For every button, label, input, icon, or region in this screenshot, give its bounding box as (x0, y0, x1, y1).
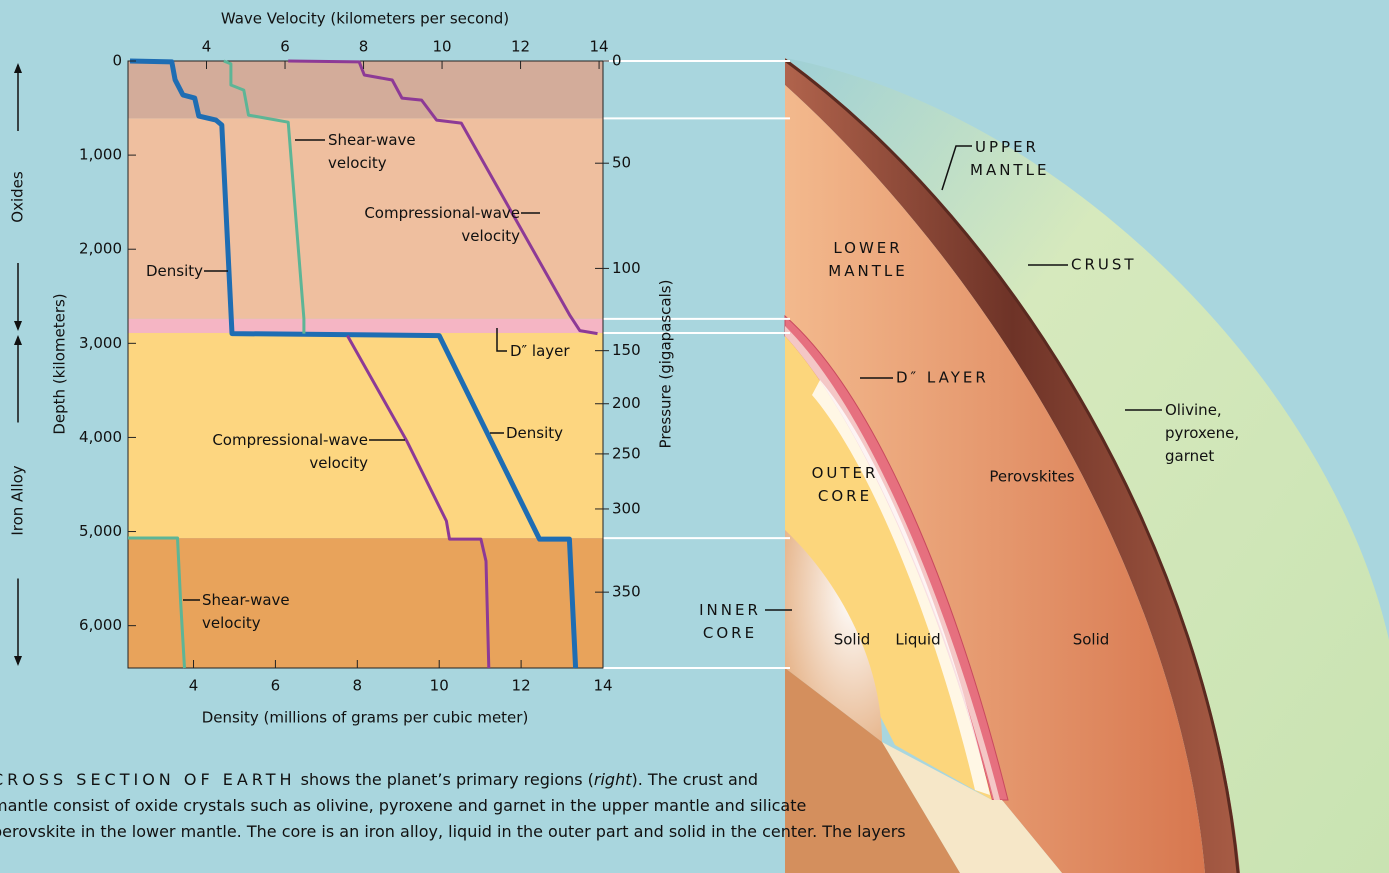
arrowhead (14, 334, 22, 345)
caption-heading: CROSS SECTION OF EARTH (0, 770, 296, 789)
diagram-label: Liquid (895, 631, 940, 649)
surface (785, 58, 1389, 873)
profile-line (129, 58, 579, 669)
outer-core-edge (812, 380, 990, 795)
x-tick-label: 6 (271, 677, 281, 695)
annotation-line: Compressional-wave (212, 431, 368, 449)
profile-line (288, 59, 598, 669)
earth-cross-section (784, 58, 1389, 873)
annotation: Shear-wave velocity (202, 591, 290, 632)
x-tick-label: 4 (189, 677, 199, 695)
caption-text: shows the planet’s primary regions ( (295, 770, 594, 789)
annotation: Density (146, 262, 203, 280)
caption-line: CROSS SECTION OF EARTH shows the planet’… (0, 767, 1232, 793)
x2-tick-label: 6 (280, 38, 290, 56)
x-tick-label: 10 (430, 677, 449, 695)
x-tick-label: 12 (512, 677, 531, 695)
caption-line: mantle consist of oxide crystals such as… (0, 796, 807, 815)
caption-text: ). The crust and (631, 770, 759, 789)
outer-core (785, 336, 992, 800)
profile-line (128, 59, 306, 669)
caption-line: perovskite in the lower mantle. The core… (0, 822, 906, 841)
annotation: Compressional-wave velocity (364, 204, 520, 245)
diagram-label: D″ LAYER (896, 369, 989, 387)
y-tick-label: 1,000 (79, 146, 122, 164)
annotation-line: D″ layer (510, 342, 570, 360)
lower-mantle (785, 85, 1205, 873)
y2-tick-label: 100 (612, 259, 641, 277)
y2-tick-label: 350 (612, 583, 641, 601)
y2-axis-title: Pressure (gigapascals) (657, 280, 675, 449)
y-tick-label: 0 (112, 52, 122, 70)
x2-axis-title: Wave Velocity (kilometers per second) (221, 10, 509, 28)
diagram-label: Olivine, pyroxene, garnet (1165, 401, 1239, 465)
caption: CROSS SECTION OF EARTH shows the planet’… (0, 767, 1232, 845)
y-tick-label: 4,000 (79, 428, 122, 446)
region-label: Iron Alloy (9, 465, 27, 535)
annotation: Shear-wave velocity (328, 131, 416, 172)
arrowhead (14, 320, 22, 331)
y-tick-label: 6,000 (79, 616, 122, 634)
annotation-line: velocity (328, 154, 387, 172)
wedge-bottom (882, 742, 1062, 873)
caption-text: right (593, 770, 632, 789)
annotation-line: Shear-wave (202, 591, 290, 609)
y2-tick-label: 0 (612, 52, 622, 70)
y2-tick-label: 200 (612, 394, 641, 412)
layer-band (128, 538, 603, 668)
wedge-left (785, 668, 960, 873)
plot (127, 58, 604, 669)
annotation: Density (506, 424, 563, 442)
x2-tick-label: 12 (511, 38, 530, 56)
region-label: Oxides (9, 171, 27, 223)
diagram-label: OUTER CORE (812, 464, 879, 505)
y-tick-label: 2,000 (79, 240, 122, 258)
annotation-line: velocity (461, 227, 520, 245)
diagram-label: LOWER MANTLE (828, 239, 907, 280)
annotation-line: Compressional-wave (364, 204, 520, 222)
diagram-label: CRUST (1071, 256, 1137, 274)
diagram-label: Solid (834, 631, 871, 649)
x2-tick-label: 4 (202, 38, 212, 56)
plot-frame (127, 60, 604, 669)
crust (784, 58, 1240, 873)
arrowhead (14, 656, 22, 666)
upper-mantle (785, 58, 1240, 873)
diagram-label: INNER CORE (699, 601, 761, 642)
y-axis-title: Depth (kilometers) (51, 293, 69, 434)
x-tick-label: 14 (593, 677, 612, 695)
y2-tick-label: 50 (612, 154, 631, 172)
x2-tick-label: 14 (590, 38, 609, 56)
x2-tick-label: 8 (359, 38, 369, 56)
annotation: Compressional-wave velocity (212, 431, 368, 472)
x-tick-label: 8 (353, 677, 363, 695)
inner-core (785, 530, 882, 742)
y-tick-label: 5,000 (79, 522, 122, 540)
diagram-label: Perovskites (989, 468, 1074, 486)
annotation-line: velocity (309, 454, 368, 472)
diagram-labels: UPPER MANTLE CRUST LOWER MANTLE D″ LAYER O… (699, 138, 1239, 649)
leader (941, 145, 972, 191)
x2-tick-label: 10 (433, 38, 452, 56)
annotation: D″ layer (510, 342, 570, 360)
layer-band (128, 318, 603, 333)
y2-tick-label: 150 (612, 341, 641, 359)
arrowhead (14, 63, 22, 73)
diagram-label: Solid (1073, 631, 1110, 649)
annotation-line: Density (146, 262, 203, 280)
annotation-line: Shear-wave (328, 131, 416, 149)
layer-band (128, 118, 603, 319)
layer-band (128, 61, 603, 119)
y2-tick-label: 300 (612, 499, 641, 517)
x-axis-title: Density (millions of grams per cubic met… (202, 709, 529, 727)
y2-tick-label: 250 (612, 444, 641, 462)
y-tick-label: 3,000 (79, 334, 122, 352)
annotation-line: Density (506, 424, 563, 442)
boundary-lines (603, 60, 790, 669)
annotation-leader (496, 328, 507, 352)
diagram-label: UPPER MANTLE (970, 138, 1049, 179)
annotation-line: velocity (202, 614, 261, 632)
